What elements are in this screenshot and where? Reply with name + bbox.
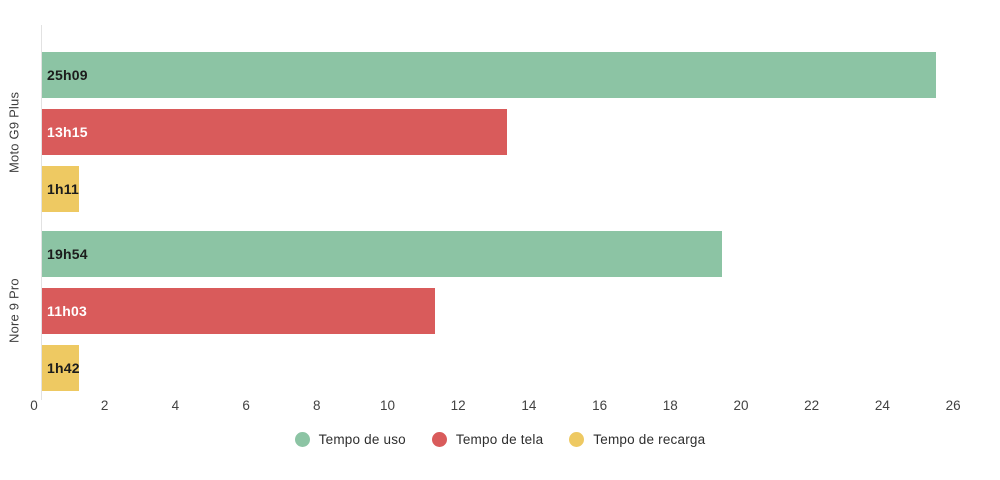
category-label-nore-9-pro: Nore 9 Pro xyxy=(6,278,22,344)
x-tick-26: 26 xyxy=(945,398,961,413)
legend-item-tempo-de-tela: Tempo de tela xyxy=(431,432,544,447)
bar-nore-9-pro-tempo-de-recarga[interactable]: 1h42 xyxy=(42,345,80,391)
bar-moto-g9-plus-tempo-de-recarga[interactable]: 1h11 xyxy=(42,166,79,212)
x-tick-14: 14 xyxy=(521,398,537,413)
chart-legend: Tempo de uso Tempo de tela Tempo de recarg… xyxy=(0,432,1000,447)
bar-value-label: 1h11 xyxy=(47,181,79,197)
bar-value-label: 13h15 xyxy=(47,124,88,140)
bar-moto-g9-plus-tempo-de-uso[interactable]: 25h09 xyxy=(42,52,936,98)
y-axis-line xyxy=(41,25,42,400)
x-tick-2: 2 xyxy=(100,398,109,413)
legend-item-tempo-de-uso: Tempo de uso xyxy=(294,432,406,447)
legend-label: Tempo de tela xyxy=(455,432,544,447)
x-tick-0: 0 xyxy=(30,398,38,413)
legend-color-dot-icon xyxy=(294,432,310,447)
x-tick-24: 24 xyxy=(874,398,890,413)
legend-label: Tempo de recarga xyxy=(593,432,706,447)
bar-value-label: 11h03 xyxy=(47,303,87,319)
bar-value-label: 1h42 xyxy=(47,360,80,376)
x-tick-10: 10 xyxy=(379,398,396,413)
legend-item-tempo-de-recarga: Tempo de recarga xyxy=(569,432,705,447)
x-tick-12: 12 xyxy=(450,398,466,413)
x-tick-4: 4 xyxy=(171,398,180,413)
x-tick-8: 8 xyxy=(313,398,321,413)
category-label-moto-g9-plus: Moto G9 Plus xyxy=(6,91,22,173)
legend-color-dot-icon xyxy=(569,432,585,447)
x-tick-6: 6 xyxy=(242,398,250,413)
bar-nore-9-pro-tempo-de-uso[interactable]: 19h54 xyxy=(42,231,722,277)
x-tick-18: 18 xyxy=(662,398,678,413)
bar-moto-g9-plus-tempo-de-tela[interactable]: 13h15 xyxy=(42,109,507,155)
x-tick-20: 20 xyxy=(733,398,749,413)
bar-nore-9-pro-tempo-de-tela[interactable]: 11h03 xyxy=(42,288,435,334)
bar-value-label: 19h54 xyxy=(47,246,88,262)
bar-value-label: 25h09 xyxy=(47,67,88,83)
legend-color-dot-icon xyxy=(431,432,447,447)
x-tick-22: 22 xyxy=(804,398,820,413)
legend-label: Tempo de uso xyxy=(318,432,406,447)
x-tick-16: 16 xyxy=(592,398,608,413)
